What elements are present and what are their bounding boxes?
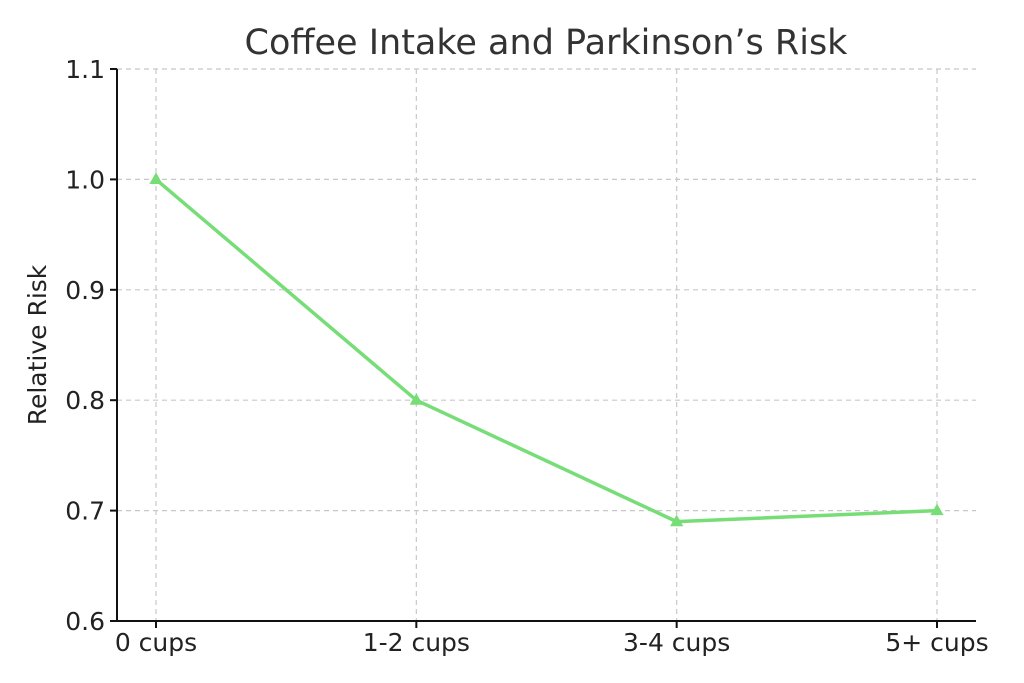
y-tick-label: 0.6 [65,607,105,636]
x-tick-label: 0 cups [115,628,197,657]
y-axis-label: Relative Risk [23,264,52,425]
grid-layer [117,68,976,622]
data-point-marker [149,172,163,184]
ticks-layer: 0 cups 1-2 cups 3-4 cups 5+ cups 0.6 0.7 0.8 0.… [65,55,988,657]
y-tick-label: 0.7 [65,497,105,526]
data-point-marker [670,514,684,527]
x-tick-label: 5+ cups [885,628,988,657]
y-tick-label: 1.0 [65,165,105,194]
chart-title: Coffee Intake and Parkinson’s Risk [245,23,849,63]
data-point-marker [930,503,944,516]
data-point-marker [409,393,423,405]
y-tick-label: 0.9 [65,276,105,305]
x-tick-label: 3-4 cups [623,628,730,657]
axes-layer [116,69,976,622]
x-tick-label: 1-2 cups [363,628,470,657]
y-tick-label: 1.1 [65,55,105,84]
series-line [154,177,939,524]
series-layer [149,172,944,527]
y-tick-label: 0.8 [65,386,105,415]
